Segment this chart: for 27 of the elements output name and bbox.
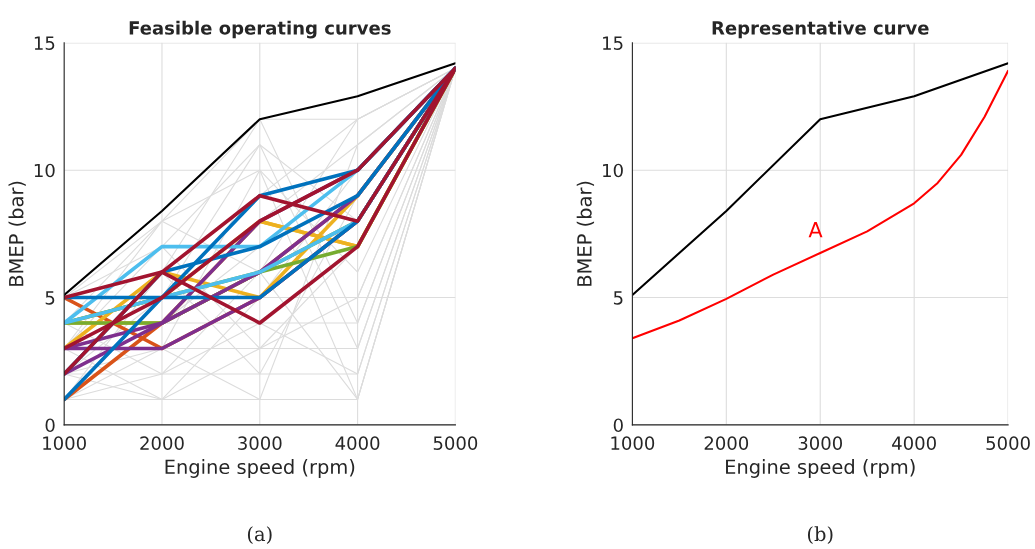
x-tick-label: 4000 — [335, 436, 380, 451]
x-tick-label: 2000 — [140, 436, 184, 451]
x-tick-label: 1000 — [43, 436, 86, 451]
y-tick-label: 5 — [45, 291, 55, 305]
y-axis-title: BMEP (bar) — [8, 181, 26, 286]
y-tick-label: 10 — [34, 163, 55, 178]
y-tick-label: 10 — [603, 163, 623, 178]
chart-title: Representative curve — [712, 20, 929, 39]
x-tick-label: 4000 — [892, 436, 936, 451]
chart-title: Feasible operating curves — [129, 20, 391, 39]
annotation: A — [808, 222, 823, 238]
x-tick-label: 3000 — [798, 436, 843, 451]
x-tick-label: 5000 — [986, 436, 1030, 451]
x-axis-title: Engine speed (rpm) — [726, 459, 915, 478]
y-tick-label: 15 — [34, 36, 55, 50]
y-tick-label: 0 — [45, 418, 55, 433]
y-tick-label: 5 — [613, 291, 623, 305]
y-tick-label: 15 — [603, 36, 623, 50]
text: (b) — [807, 526, 833, 544]
x-axis-title: Engine speed (rpm) — [165, 459, 355, 478]
y-axis-title: BMEP (bar) — [576, 181, 595, 286]
x-tick-label: 1000 — [611, 436, 655, 451]
x-tick-label: 5000 — [433, 436, 478, 451]
x-tick-label: 2000 — [704, 436, 749, 451]
x-tick-label: 3000 — [238, 436, 282, 451]
text: (a) — [247, 526, 272, 544]
y-tick-label: 0 — [613, 418, 623, 433]
